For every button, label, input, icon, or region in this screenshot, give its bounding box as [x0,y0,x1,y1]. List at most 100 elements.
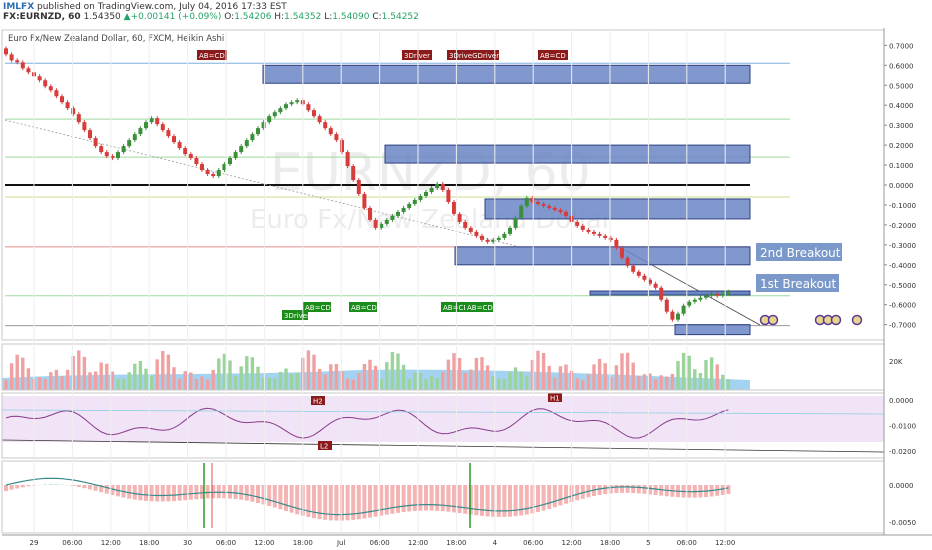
candle-body [692,299,697,302]
volume-bar [362,363,367,390]
volume-bar [15,354,19,390]
candle-body [334,134,339,141]
macd-histogram-bar [508,485,512,517]
time-tick-label: 12:00 [715,539,735,547]
macd-histogram-bar [312,485,316,519]
ohlc-high: H:1.54352 [274,12,322,22]
volume-bar [553,377,557,390]
supply-demand-zone [384,144,751,164]
price-change: ▲+0.00141 (+0.09%) [123,12,222,22]
volume-bar [441,371,445,390]
volume-bar [435,378,439,390]
macd-histogram-bar [345,485,350,521]
candle-body [670,311,675,320]
macd-histogram-bar [552,485,557,508]
candle-body [603,235,608,238]
pattern-tag: 3DriveGDriver [449,52,499,60]
pattern-tag-bg [441,302,469,312]
candle-body [110,156,115,159]
price-tick-label: 0.7000 [889,42,914,50]
candle-body [188,154,193,159]
macd-histogram-bar [144,485,148,501]
publisher-name[interactable]: IMLFX [3,2,35,12]
candle-body [160,124,165,131]
volume-bar [149,375,154,390]
candle-body [547,205,552,208]
candle-body [244,140,249,147]
volume-bar [323,374,327,390]
macd-histogram-bar [659,485,664,496]
time-tick-label: 18:00 [293,539,313,547]
volume-bar [200,376,204,390]
candle-body [687,301,692,306]
macd-histogram-bar [440,485,445,512]
volume-bar [233,376,238,390]
macd-histogram-bar [155,485,160,502]
symbol-label[interactable]: FX:EURNZD, 60 [3,12,81,22]
candle-body [26,68,31,73]
publish-line: IMLFX published on TradingView.com, July… [3,2,287,12]
volume-bar [614,365,619,390]
oscillator-pane[interactable]: H2 H1 L2 [1,393,885,453]
candle-body [211,174,216,177]
second-breakout-box [756,243,842,261]
volume-tick-label: 20K [889,358,903,366]
macd-histogram-bar [43,484,48,485]
candle-body [289,102,294,105]
candle-body [552,207,557,210]
volume-bar [155,359,159,390]
volume-bar [340,371,344,390]
volume-bar [648,373,652,390]
candle-body [267,116,272,123]
candle-body [592,231,596,234]
volume-bar [497,378,501,390]
candle-body [272,112,277,117]
candle-body [261,122,266,129]
candle-body [194,158,199,165]
macd-histogram-bar [256,485,260,504]
supply-demand-zone [674,324,751,336]
macd-histogram-bar [250,485,255,502]
supply-demand-zone [484,198,751,220]
candle-body [345,152,350,167]
candle-body [513,217,518,228]
macd-histogram-bar [513,485,518,517]
macd-histogram-bar [351,485,356,520]
candle-body [648,279,652,284]
price-tick-label: 0.4000 [889,102,914,110]
volume-bar [54,369,59,390]
time-tick-label: 06:00 [370,539,390,547]
volume-bar [407,378,411,390]
macd-histogram-bar [485,485,490,517]
volume-bar [261,377,266,390]
macd-histogram-bar [384,485,389,515]
volume-pane[interactable] [2,350,750,390]
pattern-tag-bg [282,310,308,320]
first-breakout-box [756,274,839,292]
macd-histogram-bar [267,485,272,506]
macd-histogram-bar [20,485,25,488]
volume-bar [653,379,658,390]
candle-body [228,158,232,165]
candle-body [144,122,148,129]
volume-bar [373,365,378,390]
candle-body [149,118,154,123]
volume-bar [536,350,540,390]
macd-histogram-bar [93,485,98,491]
volume-bar [177,378,182,390]
macd-histogram-bar [138,485,143,501]
time-tick-label: 30 [183,539,192,547]
volume-bar [670,373,675,390]
candle-body [362,193,367,208]
volume-bar [547,365,551,390]
macd-pane[interactable] [4,463,731,528]
time-tick-label: 18:00 [600,539,620,547]
volume-bar [385,362,389,390]
macd-histogram-bar [452,485,456,513]
macd-tick-label: 0.0000 [889,482,914,490]
price-tick-label: 0.0000 [889,182,914,190]
axes: 0.7000 0.6000 0.5000 0.4000 0.3000 0.2000 0.10… [1,28,932,547]
candle-body [177,142,182,149]
